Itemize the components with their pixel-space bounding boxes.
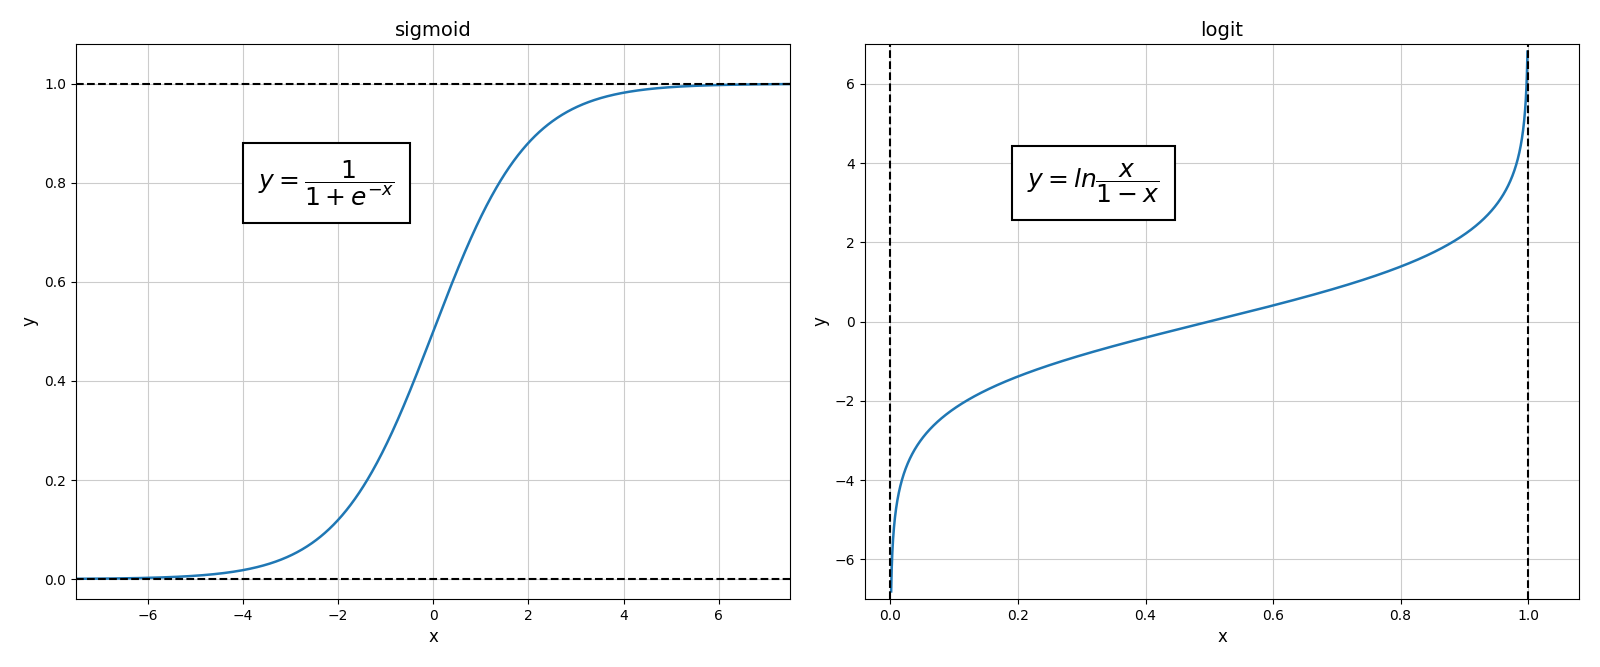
X-axis label: x: x [429,628,438,646]
Title: sigmoid: sigmoid [395,21,472,40]
Text: $y = \dfrac{1}{1 + e^{-x}}$: $y = \dfrac{1}{1 + e^{-x}}$ [258,158,395,207]
Text: $y = ln\dfrac{x}{1 - x}$: $y = ln\dfrac{x}{1 - x}$ [1027,161,1160,205]
X-axis label: x: x [1218,628,1227,646]
Y-axis label: y: y [21,317,38,326]
Title: logit: logit [1200,21,1243,40]
Y-axis label: y: y [811,317,829,326]
